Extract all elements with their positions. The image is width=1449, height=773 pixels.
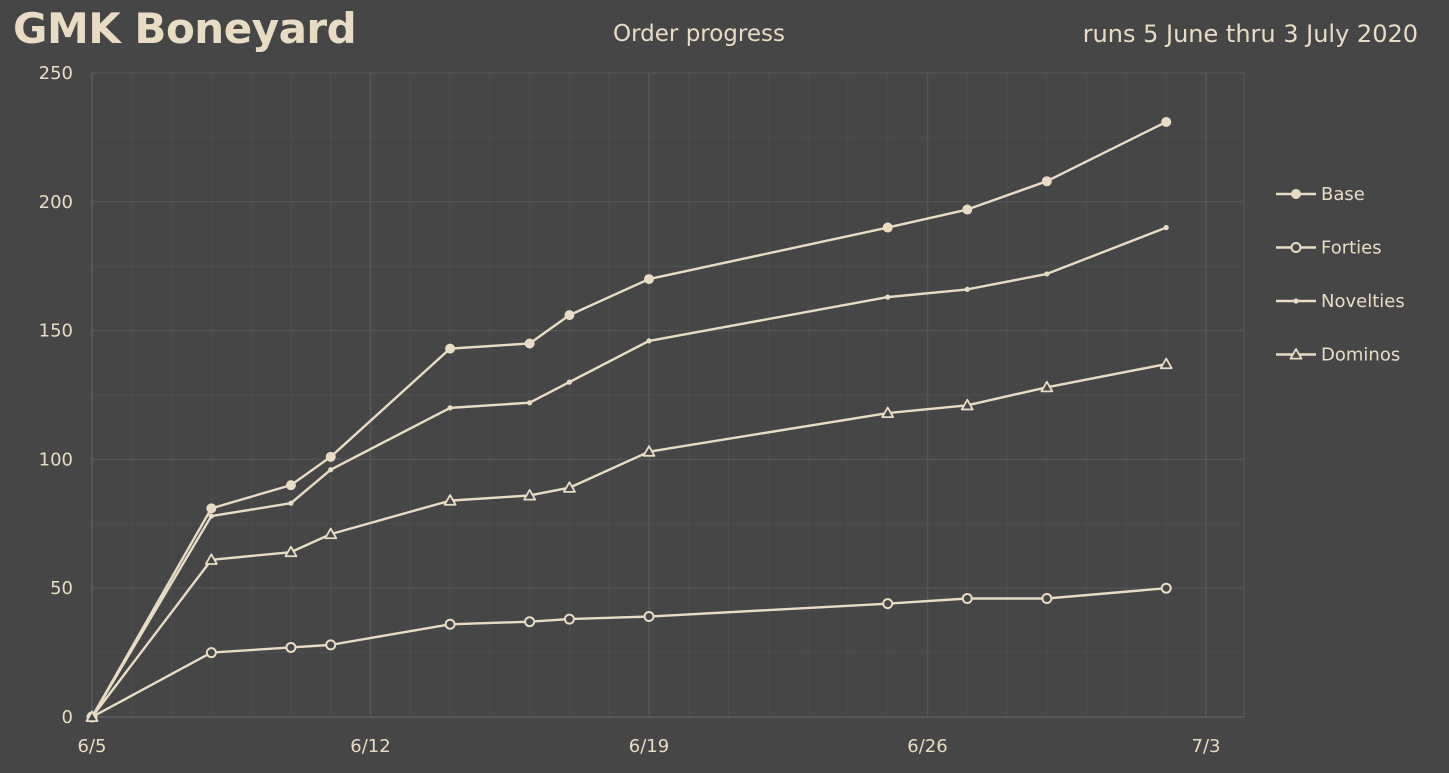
date-range-label: runs 5 June thru 3 July 2020 [1082,20,1418,48]
data-point [962,204,973,215]
data-point [284,545,298,558]
series-line [91,362,1167,718]
legend-label: Forties [1321,238,1382,259]
data-point [961,593,973,605]
data-point [328,467,334,473]
data-point [447,405,453,411]
y-tick-label: 200 [39,192,73,213]
series-base [87,116,1172,722]
data-point [527,400,533,406]
data-point [1163,224,1169,231]
data-point [644,274,654,285]
legend-label: Base [1321,184,1365,205]
data-point [1290,242,1302,253]
x-tick-label: 6/5 [78,736,107,757]
data-point [1044,271,1050,277]
data-point [1291,189,1301,199]
legend-label: Dominos [1321,345,1400,366]
chart-series [85,116,1173,723]
data-point [443,494,457,506]
x-tick-label: 6/19 [629,736,669,757]
series-dominos [85,357,1173,723]
data-point [285,480,296,491]
data-point [882,222,893,233]
data-point [205,647,217,659]
chart-legend: Base Forties Novelties Dominos [1276,184,1405,366]
legend-item-forties: Forties [1276,238,1382,259]
data-point [288,500,294,506]
legend-item-base: Base [1276,184,1365,205]
data-point [1041,593,1053,605]
data-point [204,553,218,565]
chart-grid [91,72,1245,718]
data-point [325,639,337,651]
data-point [444,618,456,630]
legend-item-novelties: Novelties [1276,291,1405,312]
data-point [1041,176,1052,187]
x-tick-label: 7/3 [1192,736,1221,757]
data-point [563,613,575,625]
legend-label: Novelties [1321,291,1405,312]
series-line [91,587,1167,719]
y-tick-label: 150 [39,321,73,342]
data-point [564,310,575,321]
x-tick-label: 6/26 [907,736,947,757]
data-point [964,286,970,292]
data-point [1040,380,1054,393]
data-point [1160,582,1172,594]
y-tick-label: 250 [39,63,73,84]
data-point [885,294,891,300]
data-point [960,398,974,411]
data-point [524,338,535,349]
data-point [285,641,297,653]
data-point [324,527,338,540]
data-point [524,616,536,628]
data-point [85,710,99,723]
y-tick-label: 0 [62,707,73,728]
data-point [445,343,456,354]
data-point [646,338,652,344]
y-tick-label: 100 [39,449,73,470]
data-point [523,489,537,501]
data-point [1293,298,1299,304]
data-point [643,611,655,623]
data-point [882,598,894,610]
legend-item-dominos: Dominos [1276,345,1400,366]
data-point [208,513,214,519]
chart-title: GMK Boneyard [13,4,357,53]
series-line [90,120,1167,718]
data-point [881,406,895,419]
data-point [566,379,573,385]
data-point [1159,357,1173,370]
data-point [325,451,336,462]
series-forties [86,582,1172,723]
data-point [206,503,217,514]
data-point [642,445,656,457]
chart-subtitle: Order progress [613,21,785,47]
y-tick-label: 50 [50,578,73,599]
series-line [90,226,1167,718]
data-point [1161,116,1172,127]
data-point [563,481,576,493]
chart-axes: 0 50 100 150 200 250 6/5 6/12 6/19 6/26 7/3 [39,63,1244,757]
x-tick-label: 6/12 [350,736,390,757]
data-point [1289,348,1303,360]
